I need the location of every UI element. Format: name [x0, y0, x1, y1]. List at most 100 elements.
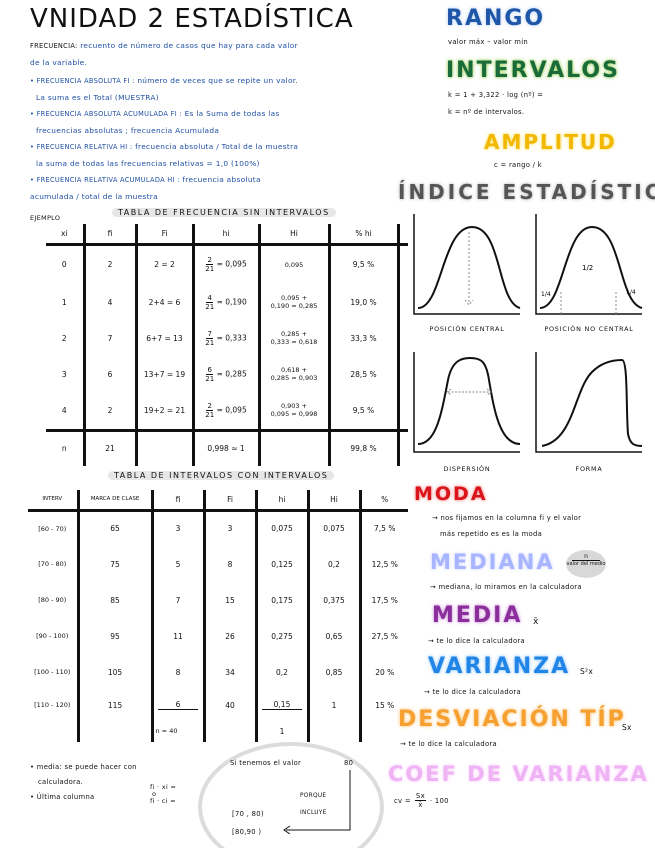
- intervalos-text: k = nº de intervalos.: [448, 108, 525, 116]
- plot-dispersion: DISPERSIÓN: [412, 350, 522, 473]
- col-Hi: Hi: [306, 490, 360, 512]
- svg-text:1/2: 1/2: [582, 264, 593, 272]
- table-row: 2 7 6+7 = 13 7 21 = 0,333 0,285 +0,333 = …: [46, 320, 408, 356]
- frecuencia-text: recuento de número de casos que hay para…: [80, 41, 298, 50]
- col-hi: hi: [191, 224, 259, 246]
- desviacion-text: → te lo dice la calculadora: [400, 740, 497, 748]
- def-absoluta-line1: número de veces que se repite un valor.: [137, 76, 299, 85]
- table-row: 1 4 2+4 = 6 4 21 = 0,190 0,095 +0,190 = 0…: [46, 284, 408, 320]
- circle-line1: Si tenemos el valor: [230, 759, 302, 767]
- def-relativa-line2: la suma de todas las frecuencias relativ…: [36, 158, 260, 168]
- page-title: VNIDAD 2 ESTADÍSTICA: [30, 4, 354, 34]
- media-text: → te lo dice la calculadora: [428, 637, 525, 645]
- ejemplo-label: EJEMPLO: [30, 214, 61, 222]
- circle-annotation: [198, 742, 384, 848]
- circle-interval-2: [80,90 ): [232, 828, 262, 836]
- table-row: 3 6 13+7 = 19 6 21 = 0,285 0,618 +0,285 =…: [46, 356, 408, 392]
- table1-title: TABLA DE FRECUENCIA SIN INTERVALOS: [112, 208, 336, 217]
- definitions-block: FRECUENCIA: recuento de número de casos …: [30, 38, 420, 205]
- def-absoluta: • FRECUENCIA ABSOLUTA fi : número de vec…: [30, 73, 420, 106]
- table-row: [80 - 90) 85 7 15 0,175 0,375 17,5 %: [28, 582, 408, 618]
- desviacion-symbol: Sx: [622, 723, 632, 732]
- arrow-icon: [283, 770, 351, 834]
- intervalos-heading: INTERVALOS: [446, 58, 620, 83]
- intervalos-formula: k = 1 + 3,322 · log (nº) =: [448, 91, 544, 99]
- svg-text:1/4: 1/4: [626, 289, 636, 296]
- mediana-badge: n valor del medio: [566, 550, 606, 578]
- def-absoluta-acumulada-line1: Es la Suma de todas las: [184, 109, 280, 118]
- def-relativa-line1: frecuencia absoluta / Total de la muestr…: [135, 142, 299, 151]
- def-absoluta-acumulada-label: • FRECUENCIA ABSOLUTA ACUMULADA Fi :: [30, 110, 182, 118]
- mediana-heading: MEDIANA: [430, 550, 555, 574]
- rango-heading: RANGO: [446, 6, 546, 31]
- col-marca: MARCA DE CLASE: [76, 490, 152, 512]
- bell-curve-dispersion-icon: [413, 352, 521, 453]
- rango-text: valor máx – valor mín: [448, 38, 529, 46]
- varianza-text: → te lo dice la calculadora: [424, 688, 521, 696]
- col-pct-hi: % hi: [327, 224, 398, 246]
- def-absoluta-acumulada: • FRECUENCIA ABSOLUTA ACUMULADA Fi : Es …: [30, 106, 420, 139]
- table-row: 4 2 19+2 = 21 2 21 = 0,095 0,903 +0,095 =…: [46, 392, 408, 430]
- def-relativa-acumulada-line2: acumulada / total de la muestra: [30, 191, 158, 201]
- circle-value: 80: [344, 759, 354, 767]
- frecuencia-text-2: de la variable.: [30, 57, 88, 67]
- circle-interval-1: [70 , 80): [232, 810, 264, 818]
- table-row: 0 2 2 = 2 2 21 = 0,095 0,095 9,5 %: [46, 244, 408, 284]
- frecuencia-label: FRECUENCIA:: [30, 42, 78, 50]
- frecuencia-definition: FRECUENCIA: recuento de número de casos …: [30, 38, 420, 55]
- bell-curve-icon: [413, 214, 521, 315]
- col-fi: fi: [150, 490, 204, 512]
- table-total-row: n 21 0,998 ≈ 1 99,8 %: [46, 428, 408, 466]
- frequency-table-no-intervals: xi fi Fi hi Hi % hi 0 2 2 = 2 2 21 = 0,09…: [46, 224, 408, 466]
- table-totals-row: n = 40 1: [28, 720, 408, 742]
- svg-text:1/4: 1/4: [541, 291, 551, 298]
- amplitud-formula: c = rango / k: [494, 161, 542, 169]
- moda-line2: más repetido es es la moda: [440, 530, 543, 538]
- skewed-curve-icon: [535, 352, 643, 453]
- media-symbol: x̄: [533, 617, 539, 627]
- moda-line1: → nos fijamos en la columna fi y el valo…: [432, 514, 582, 522]
- ultima-columna-note: • Última columna: [30, 793, 95, 801]
- def-relativa-acumulada-line1: frecuencia absoluta: [182, 175, 261, 184]
- plot-forma: FORMA: [534, 350, 644, 473]
- col-Fi: Fi: [202, 490, 256, 512]
- col-pct: %: [358, 490, 408, 512]
- ultima-formula: fi · xi = o fi · ci =: [150, 783, 177, 805]
- bell-curve-quartiles-icon: 1/2 1/4 1/4: [535, 214, 643, 315]
- mediana-text: → mediana, lo miramos en la calculadora: [430, 583, 582, 591]
- table-row: [100 - 110) 105 8 34 0,2 0,85 20 %: [28, 654, 408, 690]
- def-relativa-acumulada-label: • FRECUENCIA RELATIVA ACUMULADA Hi :: [30, 176, 180, 184]
- table2-title: TABLA DE INTERVALOS CON INTERVALOS: [108, 471, 335, 480]
- plot-posicion-no-central: 1/2 1/4 1/4 POSICIÓN NO CENTRAL: [534, 212, 644, 333]
- table-row: [110 - 120) 115 6 40 0,15 1 15 %: [28, 690, 408, 720]
- moda-heading: MODA: [414, 483, 488, 505]
- def-relativa-acumulada: • FRECUENCIA RELATIVA ACUMULADA Hi : fre…: [30, 172, 420, 205]
- table-row: [70 - 80) 75 5 8 0,125 0,2 12,5 %: [28, 546, 408, 582]
- def-relativa: • FRECUENCIA RELATIVA hi : frecuencia ab…: [30, 139, 420, 172]
- col-hi: hi: [254, 490, 308, 512]
- coef-formula: cv = Sx x̄ · 100: [394, 792, 449, 809]
- table-row: [90 - 100) 95 11 26 0,275 0,65 27,5 %: [28, 618, 408, 654]
- col-Fi: Fi: [134, 224, 193, 246]
- col-fi: fi: [82, 224, 136, 246]
- col-xi: xi: [46, 224, 84, 246]
- varianza-symbol: S²x: [580, 667, 594, 676]
- circle-porque: PORQUE: [300, 793, 327, 799]
- frequency-table-intervals: INTERV MARCA DE CLASE fi Fi hi Hi % [60 …: [28, 490, 408, 742]
- def-absoluta-label: • FRECUENCIA ABSOLUTA fi :: [30, 77, 135, 85]
- def-relativa-label: • FRECUENCIA RELATIVA hi :: [30, 143, 133, 151]
- coef-heading: COEF DE VARIANZA: [388, 762, 649, 786]
- def-absoluta-acumulada-line2: frecuencias absolutas ; frecuencia Acumu…: [36, 125, 220, 135]
- media-note: • media: se puede hacer con: [30, 763, 137, 771]
- indice-heading: ÍNDICE ESTADÍSTICA: [398, 180, 655, 204]
- table-row: [60 - 70) 65 3 3 0,075 0,075 7,5 %: [28, 510, 408, 546]
- plot-posicion-central: POSICIÓN CENTRAL: [412, 212, 522, 333]
- circle-incluye: INCLUYE: [300, 810, 327, 816]
- col-interv: INTERV: [28, 490, 78, 512]
- bottom-notes: • media: se puede hacer con calculadora.…: [30, 760, 137, 805]
- amplitud-heading: AMPLITUD: [484, 130, 617, 154]
- col-Hi: Hi: [257, 224, 329, 246]
- media-note-2: calculadora.: [38, 778, 84, 786]
- def-absoluta-line2: La suma es el Total (MUESTRA): [36, 92, 159, 102]
- media-heading: MEDIA: [432, 603, 523, 628]
